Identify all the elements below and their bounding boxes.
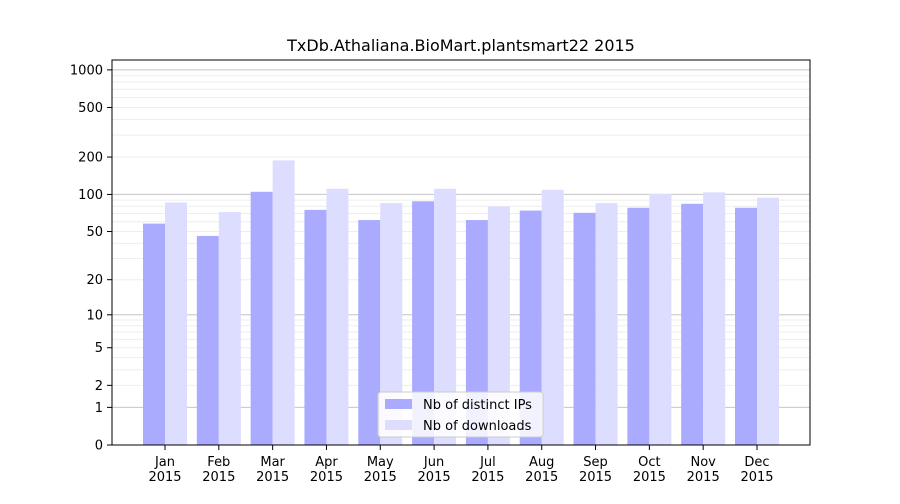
bar-distinct-ips [250, 191, 273, 445]
legend-swatch [385, 420, 412, 430]
bar-downloads [272, 160, 295, 446]
y-tick-label: 1 [95, 401, 103, 416]
x-tick-label: Feb 2015 [202, 455, 235, 485]
bar-distinct-ips [573, 212, 596, 445]
x-tick-label: Jun 2015 [418, 455, 451, 485]
x-tick-label: Apr 2015 [310, 455, 343, 485]
y-tick-label: 20 [86, 273, 103, 288]
legend-swatch [385, 399, 412, 409]
x-tick-label: Mar 2015 [256, 455, 289, 485]
bar-downloads [165, 202, 187, 445]
bar-distinct-ips [196, 235, 219, 445]
bar-downloads [649, 193, 672, 445]
bar-distinct-ips [358, 220, 381, 445]
chart-title: TxDb.Athaliana.BioMart.plantsmart22 2015 [286, 36, 635, 55]
x-tick-label: Sep 2015 [579, 455, 612, 485]
x-axis: Jan 2015 Feb 2015 Mar 2015 Apr 2015 May 2015 Jun 20… [148, 445, 774, 485]
y-tick-label: 10 [86, 308, 103, 323]
bar-downloads [595, 203, 618, 445]
x-tick-label: Jan 2015 [148, 455, 181, 485]
bar-distinct-ips [465, 220, 488, 445]
bar-downloads [434, 188, 457, 445]
bar-downloads [487, 206, 510, 445]
y-tick-label: 100 [78, 188, 103, 203]
x-tick-label: Dec 2015 [740, 455, 773, 485]
legend: Nb of distinct IPs Nb of downloads [377, 391, 544, 438]
bar-distinct-ips [681, 203, 704, 445]
y-tick-label: 1000 [70, 63, 103, 78]
legend-box [377, 391, 544, 438]
y-tick-label: 50 [86, 225, 103, 240]
y-tick-label: 0 [95, 439, 103, 454]
legend-label: Nb of distinct IPs [423, 398, 532, 413]
y-axis: 0 1 2 5 10 20 50 100 200 500 1000 [70, 63, 112, 454]
legend-label: Nb of downloads [423, 419, 532, 434]
bar-downloads [218, 212, 241, 445]
bar-distinct-ips [519, 210, 542, 445]
bar-distinct-ips [412, 201, 435, 445]
bar-downloads [757, 197, 779, 445]
x-tick-label: Aug 2015 [525, 455, 558, 485]
y-tick-label: 500 [78, 101, 103, 116]
bar-downloads [703, 192, 726, 445]
bar-downloads [541, 189, 564, 445]
bars [143, 160, 779, 446]
x-tick-label: May 2015 [364, 455, 397, 485]
bar-distinct-ips [627, 207, 650, 445]
bar-distinct-ips [304, 209, 327, 445]
y-tick-label: 200 [78, 151, 103, 166]
x-tick-label: Oct 2015 [633, 455, 666, 485]
bar-distinct-ips [143, 223, 165, 445]
y-tick-label: 2 [95, 379, 103, 394]
x-tick-label: Nov 2015 [687, 455, 720, 485]
bar-downloads [326, 188, 349, 445]
y-tick-label: 5 [95, 341, 103, 356]
plot-frame [111, 59, 811, 446]
bar-downloads [380, 203, 403, 445]
x-tick-label: Jul 2015 [471, 455, 504, 485]
bar-distinct-ips [735, 207, 757, 445]
